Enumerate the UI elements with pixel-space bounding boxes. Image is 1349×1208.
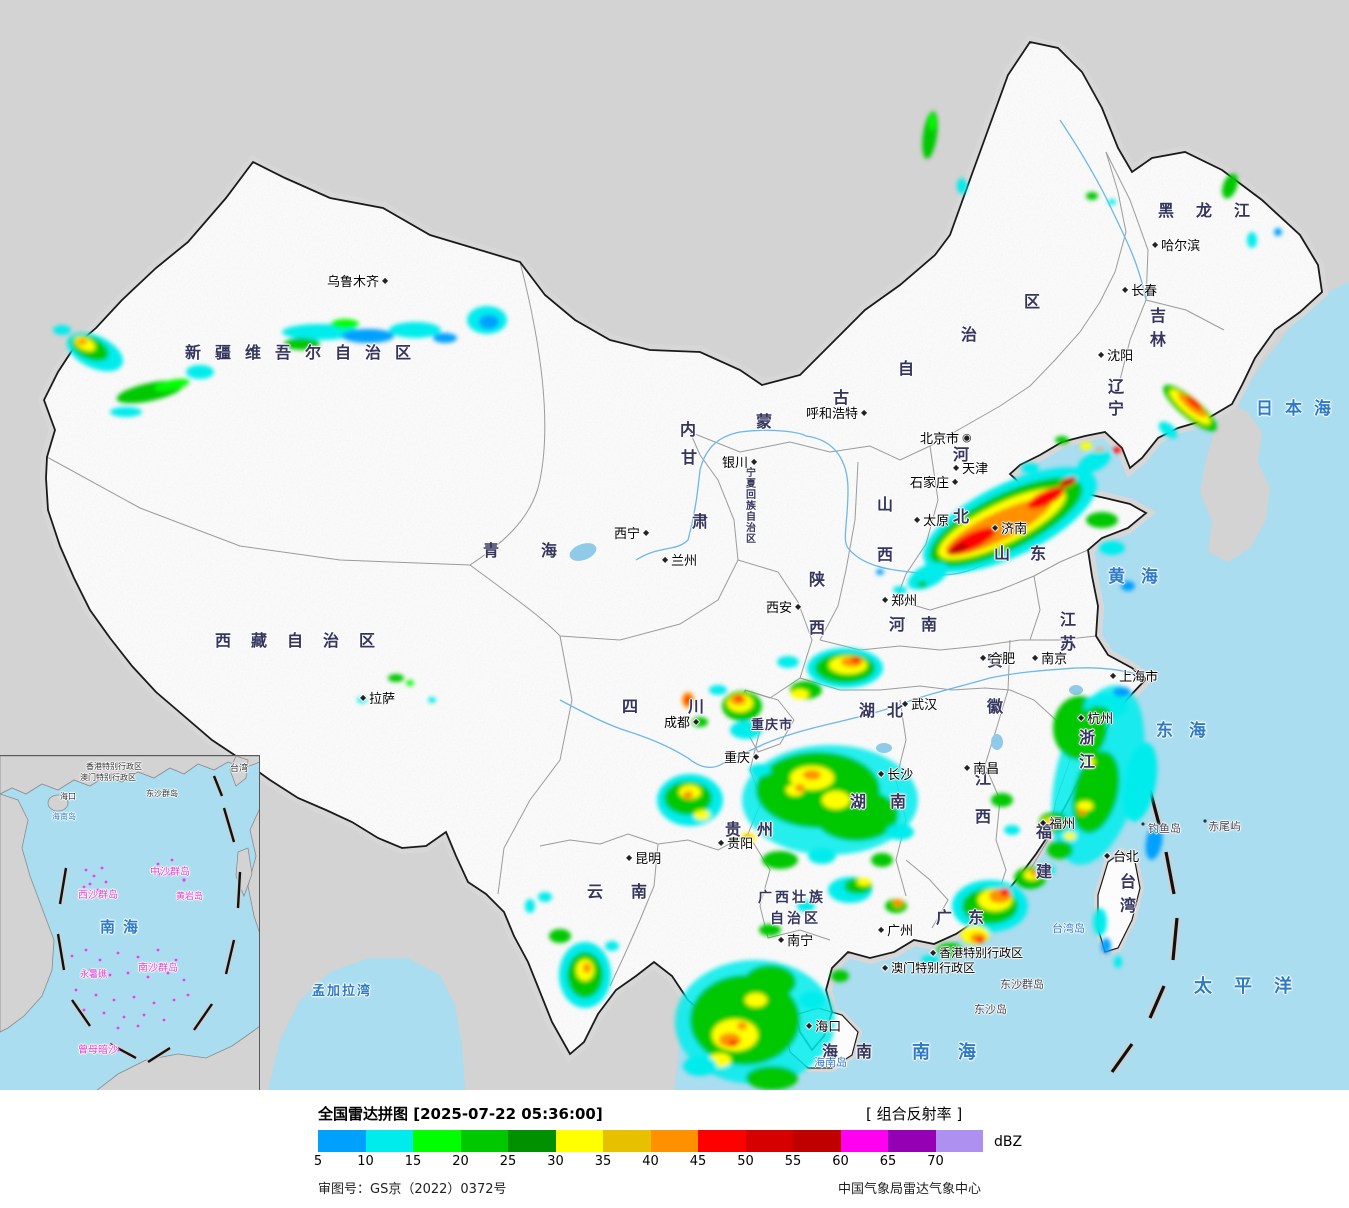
inset-label: 澳门特别行政区 <box>80 773 136 782</box>
product-label: [ 组合反射率 ] <box>866 1105 963 1123</box>
legend-ticks: 5 10 15 20 25 30 35 40 45 50 55 60 65 70 <box>314 1154 983 1172</box>
legend-swatch-55 <box>793 1130 841 1152</box>
inset-label: 永暑礁 <box>80 970 108 980</box>
legend-tick: 45 <box>689 1154 707 1169</box>
china-radar-map: 新疆维吾尔自治区 西藏自治区 青海甘肃宁夏回族自治区内蒙古自治区黑龙江吉林辽宁河北山… <box>0 0 1349 1090</box>
legend-tick: 15 <box>404 1154 422 1169</box>
legend-tick: 10 <box>357 1154 374 1169</box>
map-title: 全国雷达拼图 [2025-07-22 05:36:00] <box>318 1105 603 1123</box>
legend-swatch-30 <box>555 1130 603 1152</box>
legend-swatch-5 <box>318 1130 366 1152</box>
sea-areas <box>268 282 1349 1090</box>
legend-tick: 30 <box>547 1154 564 1169</box>
legend-tick: 55 <box>784 1154 802 1169</box>
legend-swatch-10 <box>365 1130 413 1152</box>
lakes <box>569 543 1083 753</box>
legend-tick: 65 <box>879 1154 897 1169</box>
legend-color-bar <box>318 1130 983 1152</box>
legend-swatch-35 <box>603 1130 651 1152</box>
legend-swatch-15 <box>413 1130 461 1152</box>
inset-label: 黄岩岛 <box>176 892 204 902</box>
legend-tick: 50 <box>737 1154 754 1169</box>
legend-tick: 70 <box>927 1154 944 1169</box>
rivers <box>559 119 1147 769</box>
legend-swatch-20 <box>460 1130 508 1152</box>
legend-swatch-25 <box>508 1130 556 1152</box>
inset-label: 中沙群岛 <box>150 867 190 878</box>
inset-reef-dots <box>70 858 190 1052</box>
map-license-number: 审图号：GS京（2022）0372号 <box>318 1182 507 1197</box>
map-canvas <box>38 36 1349 1090</box>
radar-echoes <box>53 111 1282 1090</box>
bay-of-bengal <box>268 958 465 1090</box>
inset-label: 南海 <box>100 918 147 936</box>
inset-label: 台湾 <box>230 764 249 774</box>
legend-tick: 35 <box>594 1154 612 1169</box>
legend-tick: 20 <box>452 1154 469 1169</box>
inset-label: 西沙群岛 <box>78 890 118 901</box>
legend-swatch-65 <box>888 1130 936 1152</box>
legend-swatch-60 <box>840 1130 888 1152</box>
legend-swatch-45 <box>698 1130 746 1152</box>
inset-label: 南沙群岛 <box>138 963 178 974</box>
inset-label: 海口 <box>60 792 76 801</box>
legend-unit: dBZ <box>994 1134 1023 1150</box>
legend-panel: 全国雷达拼图 [2025-07-22 05:36:00] [ 组合反射率 ] d… <box>0 1090 1349 1208</box>
inset-label: 东沙群岛 <box>146 789 178 798</box>
producer-credit: 中国气象局雷达气象中心 <box>838 1182 982 1197</box>
inset-label: 香港特别行政区 <box>86 762 142 771</box>
inset-label: 曾母暗沙 <box>78 1045 118 1056</box>
island-dots <box>1020 819 1207 985</box>
legend-swatch-50 <box>745 1130 793 1152</box>
legend-tick: 40 <box>642 1154 659 1169</box>
legend-swatch-40 <box>650 1130 698 1152</box>
inset-label: 海南岛 <box>52 812 76 821</box>
legend-swatch-70 <box>935 1130 983 1152</box>
legend-tick: 5 <box>313 1154 323 1169</box>
korea-peninsula <box>1200 404 1270 562</box>
legend-tick: 25 <box>499 1154 517 1169</box>
legend-tick: 60 <box>832 1154 849 1169</box>
south-china-sea-inset: 南海 中沙群岛黄岩岛 西沙群岛南沙群岛永暑礁曾母暗沙 香港特别行政区澳门特别行政区 台湾… <box>0 755 260 1090</box>
inset-canvas <box>0 756 259 1090</box>
